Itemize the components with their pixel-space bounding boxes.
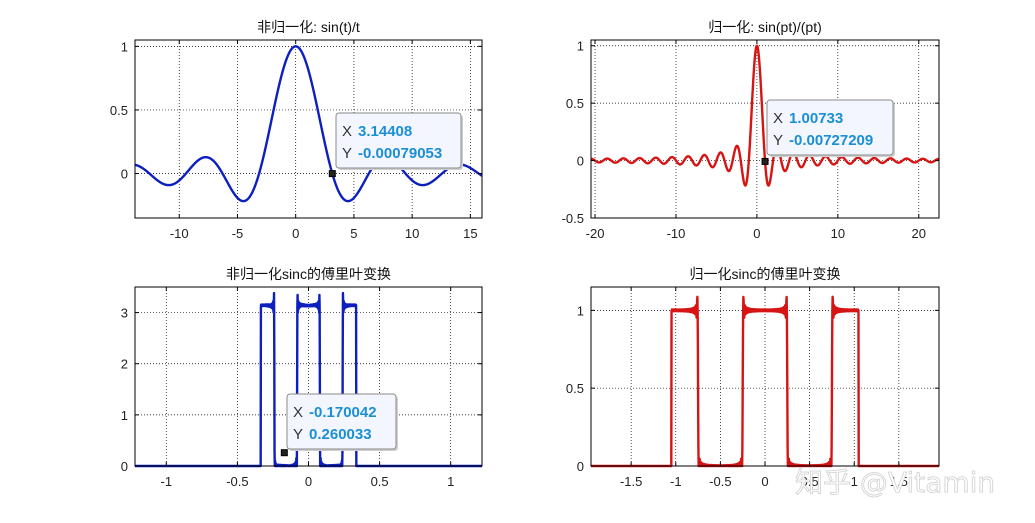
y-tick-label: -0.5 [562, 211, 584, 226]
x-tick-label: -20 [586, 226, 605, 241]
datatip-x-label: X [773, 110, 783, 127]
x-tick-label: 0.5 [801, 474, 819, 489]
y-tick-label: 1 [121, 39, 128, 54]
datatip-x-value: -0.170042 [309, 404, 377, 421]
subplot-4: -1.5 -1 -0.5 0 0.5 1 1.5 0 0.5 1 归一化sinc的傅里叶变换 [566, 266, 940, 489]
chart-title: 非归一化: sin(t)/t [257, 19, 360, 35]
datatip-marker [328, 170, 336, 178]
plot-area [591, 287, 939, 466]
x-tick-label: 0 [292, 226, 299, 241]
y-tick-label: 3 [121, 306, 128, 321]
x-tick-label: 0 [753, 226, 760, 241]
axes-frame [134, 39, 483, 219]
y-tick-label: 0.5 [566, 381, 584, 396]
datatip-y-label: Y [342, 145, 352, 162]
x-tick-label: 10 [831, 226, 845, 241]
chart-title: 非归一化sinc的傅里叶变换 [226, 266, 391, 282]
y-tick-label: 0.5 [566, 96, 584, 111]
x-tick-label: 10 [405, 226, 419, 241]
datatip-y-value: -0.00727209 [789, 132, 873, 149]
datatip-x-label: X [342, 123, 352, 140]
subplot-1: -10 -5 0 5 10 15 0 0.5 1 非归一化: sin(t)/t X 3.14408 Y -… [110, 19, 483, 241]
x-tick-label: 20 [912, 226, 926, 241]
x-tick-label: -1 [161, 474, 173, 489]
x-tick-label: 0 [761, 474, 768, 489]
x-tick-label: -0.5 [709, 474, 731, 489]
datatip-x-value: 1.00733 [789, 110, 843, 127]
datatip-y-value: 0.260033 [309, 426, 372, 443]
datatip-y-label: Y [293, 426, 303, 443]
datatip-marker [280, 449, 288, 457]
x-tick-label: -10 [170, 226, 189, 241]
y-tick-label: 1 [577, 303, 584, 318]
axes-frame [590, 39, 940, 219]
x-tick-label: 1 [851, 474, 858, 489]
x-tick-label: -10 [667, 226, 686, 241]
series-line [134, 45, 483, 203]
y-tick-label: 0.5 [110, 103, 128, 118]
datatip-box [286, 393, 397, 450]
y-tick-label: 0 [121, 459, 128, 474]
x-tick-label: 0.5 [371, 474, 389, 489]
y-tick-label: 1 [121, 408, 128, 423]
x-tick-label: -1 [670, 474, 682, 489]
x-tick-label: -0.5 [226, 474, 248, 489]
x-tick-label: 1.5 [890, 474, 908, 489]
datatip-x-label: X [293, 404, 303, 421]
x-tick-label: -1.5 [620, 474, 642, 489]
y-tick-label: 2 [121, 357, 128, 372]
datatip-marker [761, 157, 769, 165]
x-tick-label: -5 [232, 226, 244, 241]
datatip-y-value: -0.00079053 [358, 145, 442, 162]
y-tick-label: 0 [577, 459, 584, 474]
datatip-y-label: Y [773, 132, 783, 149]
y-tick-label: 1 [577, 39, 584, 54]
datatip-box [766, 99, 894, 156]
subplot-3: -1 -0.5 0 0.5 1 0 1 2 3 非归一化sinc的傅里叶变换 X -0.170042 Y… [121, 266, 483, 489]
chart-title: 归一化: sin(pt)/(pt) [708, 19, 822, 35]
x-tick-label: 15 [463, 226, 477, 241]
subplot-2: -20 -10 0 10 20 -0.5 0 0.5 1 归一化: sin(pt)/(pt) X 1.… [562, 19, 940, 241]
x-tick-label: 0 [305, 474, 312, 489]
datatip-x-value: 3.14408 [358, 123, 412, 140]
y-tick-label: 0 [577, 154, 584, 169]
datatip-box [335, 112, 462, 169]
chart-title: 归一化sinc的傅里叶变换 [690, 266, 841, 282]
x-tick-label: 5 [350, 226, 357, 241]
y-tick-label: 0 [121, 167, 128, 182]
watermark-text: 知乎 @Vitamin [795, 466, 995, 499]
x-tick-label: 1 [447, 474, 454, 489]
